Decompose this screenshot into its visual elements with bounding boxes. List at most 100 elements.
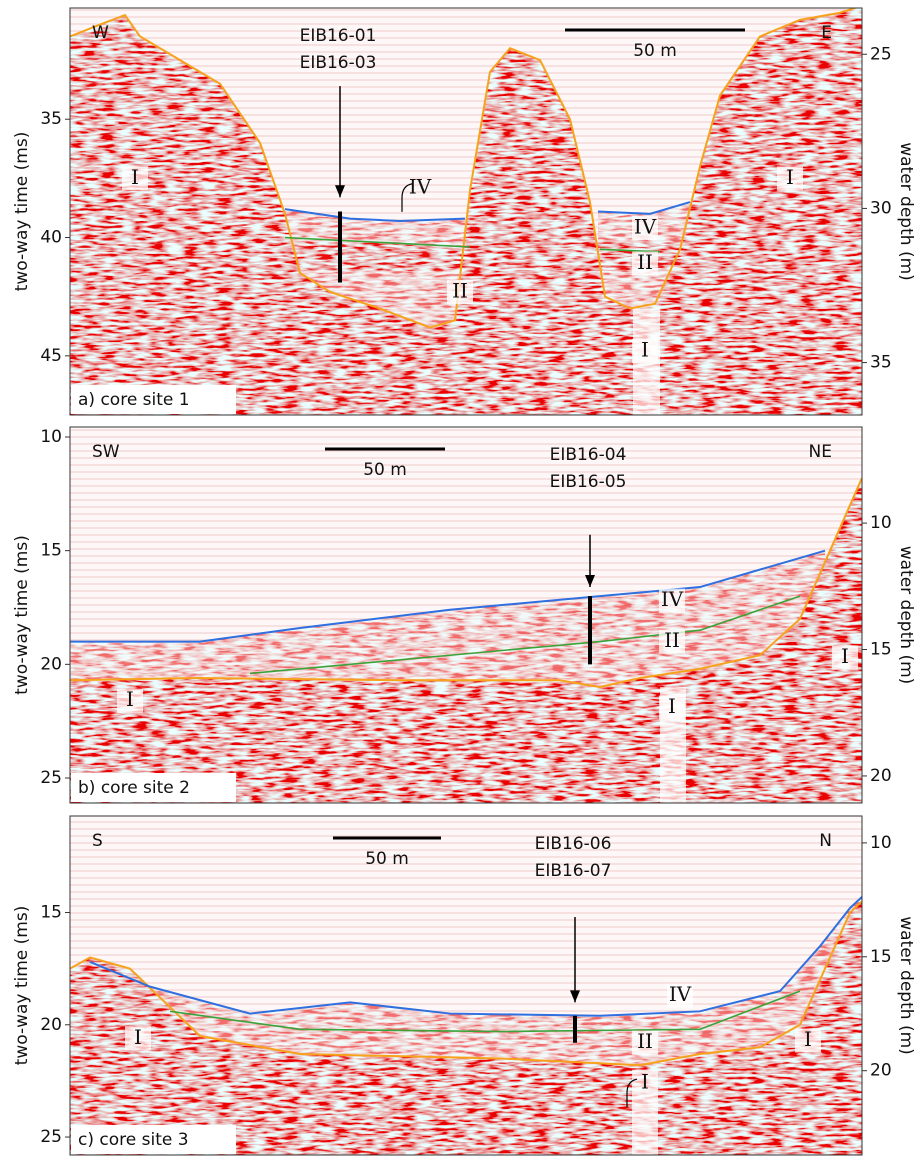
profile [70,427,862,803]
core-name: EIB16-04 [550,445,627,465]
core-name: EIB16-03 [300,53,377,73]
y2-tick-label: 25 [870,44,892,64]
y2-tick-label: 35 [870,353,892,373]
unit-bg [795,1028,821,1053]
panel-label: b) core site 2 [78,778,190,798]
y-tick-label: 15 [40,903,62,923]
unit-label: I [841,644,849,668]
unit-label: II [637,250,653,274]
orange-horizon [70,8,858,329]
blue-horizon [597,201,691,215]
green-horizon [599,248,661,253]
unit-label: II [664,628,680,652]
orange-horizon [70,900,862,1067]
y-tick-label: 20 [40,1015,62,1035]
compass: NE [809,442,832,462]
unit-bg [659,695,685,720]
y-tick-label: 15 [40,541,62,561]
unit-bg [659,588,685,613]
y-tick-label: 35 [40,109,62,129]
core-name: EIB16-05 [550,472,627,492]
y2-axis-title: water depth (m) [896,916,916,1055]
y-tick-label: 25 [40,768,62,788]
profile [70,8,862,415]
y-tick-label: 40 [40,228,62,248]
y-tick-label: 10 [40,427,62,447]
compass: SW [92,442,120,462]
orange-horizon [70,477,862,689]
unit-label: I [786,165,794,189]
compass: N [819,831,832,851]
unit-label: IV [669,982,692,1006]
frame [69,815,863,1156]
y2-tick-label: 30 [870,198,892,218]
green-horizon [169,990,801,1033]
core-name: EIB16-07 [535,861,612,881]
y-tick-label: 20 [40,654,62,674]
compass: S [92,831,103,851]
y-tick-label: 45 [40,346,62,366]
y-axis-title: two-way time (ms) [12,132,32,292]
panel-label: c) core site 3 [78,1130,189,1150]
green-horizon [249,595,801,675]
unit-bg [777,166,803,191]
scale-label: 50 m [365,849,409,869]
core-gap [632,1069,658,1155]
unit-arrow [626,1078,638,1108]
y2-tick-label: 15 [870,640,892,660]
unit-bg [632,339,658,364]
frame [69,426,863,804]
y-axis-title: two-way time (ms) [12,535,32,695]
unit-label: I [131,165,139,189]
label-bg [71,1125,236,1154]
unit-bg [667,983,693,1008]
y-tick-label: 25 [40,1127,62,1147]
y2-axis-title: water depth (m) [896,546,916,685]
core-name: EIB16-01 [300,26,377,46]
unit-label: II [452,278,468,302]
y2-tick-label: 15 [870,947,892,967]
compass: E [821,23,832,43]
unit-bg [632,251,658,276]
reflector-band [260,242,700,271]
unit-bg [632,216,658,241]
core-name: EIB16-06 [535,834,612,854]
unit-bg [832,645,858,670]
unit-label: I [134,1025,142,1049]
blue-horizon [284,208,466,222]
unit-label: IV [409,174,432,198]
unit-label: I [126,687,134,711]
scale-label: 50 m [363,460,407,480]
unit-bg [125,1026,151,1051]
unit-bg [447,279,473,304]
blue-horizon [89,896,862,1017]
unit-label: II [637,1029,653,1053]
frame [69,7,863,416]
arrow-head [570,990,580,1003]
scale-label: 50 m [633,41,677,61]
profile [70,816,862,1155]
unit-bg [117,688,143,713]
unit-arrow [401,183,413,212]
arrow-head [335,185,345,198]
axis-titles: two-way time (ms) water depth (m) two-way … [12,132,916,1066]
unit-label: I [668,694,676,718]
unit-label: I [804,1027,812,1051]
y2-axis-title: water depth (m) [896,142,916,281]
arrow-head [585,575,595,588]
green-horizon [284,236,471,248]
unit-bg [632,1030,658,1055]
y2-tick-label: 10 [870,513,892,533]
unit-label: IV [661,587,684,611]
panel-label: a) core site 1 [78,390,190,410]
y2-tick-label: 20 [870,766,892,786]
unit-label: I [641,338,649,362]
compass: W [92,23,109,43]
blue-horizon [70,549,826,643]
y2-tick-label: 20 [870,1061,892,1081]
unit-label: IV [634,215,657,239]
